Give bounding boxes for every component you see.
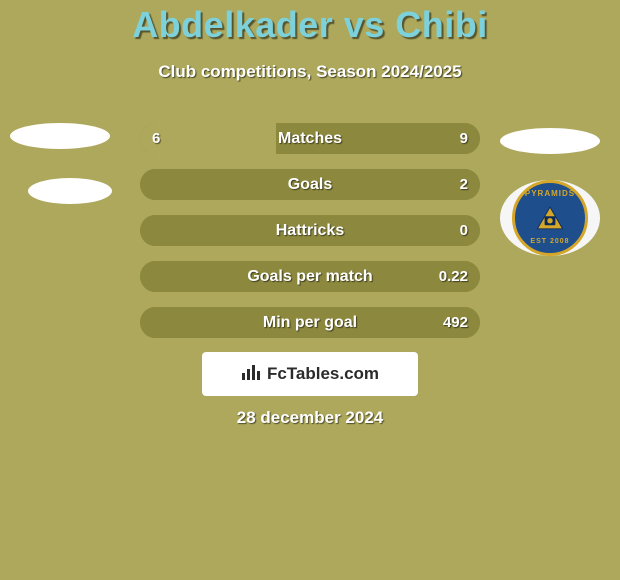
left-avatar-placeholder-top <box>10 123 110 149</box>
stat-bar: 0Hattricks <box>140 215 480 246</box>
badge-text-top: PYRAMIDS <box>515 189 585 198</box>
stat-label: Hattricks <box>140 215 480 246</box>
left-avatar-placeholder-bottom <box>28 178 112 204</box>
stat-bar: 0.22Goals per match <box>140 261 480 292</box>
stats-bars: 69Matches 2Goals 0Hattricks 0.22Goals per m… <box>140 123 480 353</box>
brand-box: FcTables.com <box>202 352 418 396</box>
footer-date: 28 december 2024 <box>0 408 620 428</box>
stat-label: Min per goal <box>140 307 480 338</box>
stat-label: Goals per match <box>140 261 480 292</box>
stat-label: Goals <box>140 169 480 200</box>
stat-bar: 69Matches <box>140 123 480 154</box>
stat-label: Matches <box>140 123 480 154</box>
club-badge-inner: PYRAMIDS EST 2008 <box>512 180 588 256</box>
right-club-badge: PYRAMIDS EST 2008 <box>500 180 600 256</box>
page-title: Abdelkader vs Chibi <box>0 4 620 46</box>
right-avatar-placeholder-top <box>500 128 600 154</box>
badge-text-bottom: EST 2008 <box>515 238 585 245</box>
bars-icon <box>241 363 261 386</box>
stat-bar: 492Min per goal <box>140 307 480 338</box>
brand-text: FcTables.com <box>267 364 379 384</box>
page-subtitle: Club competitions, Season 2024/2025 <box>0 62 620 82</box>
pharaoh-icon <box>532 203 568 233</box>
stat-bar: 2Goals <box>140 169 480 200</box>
